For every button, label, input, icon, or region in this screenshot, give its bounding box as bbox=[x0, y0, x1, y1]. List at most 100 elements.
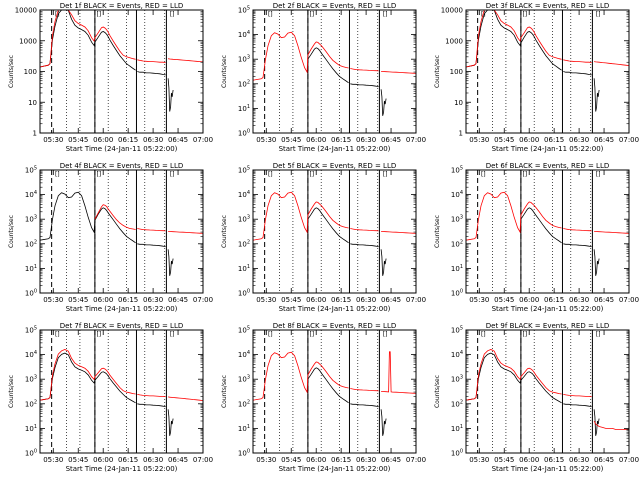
y-tick-label: 105 bbox=[238, 326, 250, 335]
y-tick-label: 105 bbox=[451, 166, 463, 175]
series-events-line bbox=[465, 9, 562, 71]
panel-title: Det 8f BLACK = Events, RED = LLD bbox=[273, 322, 396, 330]
interval-marker: [] bbox=[596, 11, 601, 18]
y-tick-label: 104 bbox=[238, 190, 250, 199]
x-tick-label: 07:00 bbox=[406, 296, 426, 304]
series-lld-line bbox=[594, 61, 630, 66]
series-lld-line bbox=[350, 388, 379, 392]
interval-marker: [] bbox=[481, 171, 486, 178]
x-tick-label: 05:45 bbox=[494, 296, 514, 304]
panel-det-2: [] [] [] 100 101 102 103 104 105 05:30 05:45 06:00 0… bbox=[221, 2, 426, 153]
series-lld-line bbox=[168, 231, 204, 234]
series-events-line bbox=[465, 352, 562, 404]
series-events-line bbox=[380, 249, 387, 276]
series-lld-line bbox=[39, 9, 136, 68]
plot-frame bbox=[465, 9, 630, 134]
x-tick-label: 07:00 bbox=[193, 136, 213, 144]
series-lld-line bbox=[594, 231, 630, 234]
x-tick-label: 06:15 bbox=[118, 456, 138, 464]
y-tick-label: 1000 bbox=[19, 37, 37, 45]
y-axis-label: Counts/sec bbox=[434, 55, 441, 88]
panel-title: Det 9f BLACK = Events, RED = LLD bbox=[486, 322, 609, 330]
series-lld-line bbox=[593, 420, 629, 430]
series-events-line bbox=[350, 243, 379, 247]
plot-frame bbox=[39, 9, 204, 134]
series-events-line bbox=[350, 403, 379, 407]
interval-marker: [] bbox=[97, 171, 102, 178]
y-tick-label: 104 bbox=[238, 350, 250, 359]
x-tick-label: 05:30 bbox=[43, 456, 63, 464]
x-axis-label: Start Time (24-Jan-11 05:22:00) bbox=[279, 305, 391, 313]
series-events-line bbox=[520, 207, 562, 244]
x-tick-label: 06:45 bbox=[594, 136, 614, 144]
x-tick-label: 05:30 bbox=[469, 296, 489, 304]
panel-title: Det 7f BLACK = Events, RED = LLD bbox=[60, 322, 183, 330]
y-tick-label: 1000 bbox=[445, 37, 463, 45]
x-tick-label: 05:45 bbox=[281, 136, 301, 144]
panel-title: Det 2f BLACK = Events, RED = LLD bbox=[273, 2, 396, 10]
x-tick-label: 06:30 bbox=[569, 456, 589, 464]
series-lld-line bbox=[252, 191, 349, 241]
x-tick-label: 05:30 bbox=[43, 296, 63, 304]
panel-det-7: [] [] [] 100 101 102 103 104 105 05:30 05:45 06:00 0… bbox=[8, 322, 213, 473]
series-events-line bbox=[593, 409, 600, 436]
y-tick-label: 102 bbox=[451, 239, 463, 248]
x-tick-label: 05:30 bbox=[43, 136, 63, 144]
y-tick-label: 10000 bbox=[15, 7, 37, 15]
x-tick-label: 06:30 bbox=[356, 296, 376, 304]
y-tick-label: 103 bbox=[451, 215, 463, 224]
series-lld-line bbox=[137, 394, 166, 398]
series-events-line bbox=[593, 249, 600, 276]
interval-marker: [] bbox=[383, 171, 388, 178]
x-tick-label: 06:00 bbox=[306, 456, 326, 464]
interval-marker: [] bbox=[170, 171, 175, 178]
y-tick-label: 100 bbox=[450, 68, 463, 76]
panel-det-9: [] [] [] 100 101 102 103 104 105 05:30 05:45 06:00 0… bbox=[434, 322, 639, 473]
series-lld-line bbox=[381, 71, 417, 74]
interval-marker: [] bbox=[310, 171, 315, 178]
interval-marker: [] bbox=[55, 331, 60, 338]
x-axis-label: Start Time (24-Jan-11 05:22:00) bbox=[279, 145, 391, 153]
series-lld-line bbox=[563, 228, 592, 232]
y-axis-label: Counts/sec bbox=[8, 55, 15, 88]
y-tick-label: 10 bbox=[28, 99, 37, 107]
plot-frame bbox=[39, 329, 204, 454]
panel-det-5: [] [] [] 100 101 102 103 104 105 05:30 05:45 06:00 0… bbox=[221, 162, 426, 313]
plot-frame bbox=[465, 169, 630, 294]
x-tick-label: 05:30 bbox=[256, 136, 276, 144]
panel-det-6: [] [] [] 100 101 102 103 104 105 05:30 05:45 06:00 0… bbox=[434, 162, 639, 313]
series-events-line bbox=[137, 71, 166, 76]
x-tick-label: 05:45 bbox=[68, 456, 88, 464]
x-tick-label: 06:15 bbox=[331, 136, 351, 144]
y-tick-label: 100 bbox=[238, 129, 250, 138]
x-tick-label: 07:00 bbox=[406, 456, 426, 464]
x-tick-label: 06:15 bbox=[544, 456, 564, 464]
interval-marker: [] bbox=[310, 331, 315, 338]
y-tick-label: 102 bbox=[25, 399, 37, 408]
x-tick-label: 06:15 bbox=[331, 456, 351, 464]
series-lld-line bbox=[168, 58, 204, 63]
y-axis-label: Counts/sec bbox=[221, 215, 228, 248]
x-tick-label: 05:30 bbox=[256, 296, 276, 304]
series-events-line bbox=[137, 403, 166, 407]
x-tick-label: 06:00 bbox=[306, 296, 326, 304]
x-tick-label: 06:45 bbox=[381, 136, 401, 144]
series-events-line bbox=[39, 352, 136, 404]
x-tick-label: 06:30 bbox=[143, 136, 163, 144]
y-tick-label: 104 bbox=[25, 190, 37, 199]
x-tick-label: 06:15 bbox=[118, 296, 138, 304]
interval-marker: [] bbox=[97, 331, 102, 338]
x-tick-label: 05:45 bbox=[281, 296, 301, 304]
x-tick-label: 06:15 bbox=[544, 136, 564, 144]
series-lld-line bbox=[381, 351, 417, 394]
x-tick-label: 07:00 bbox=[193, 456, 213, 464]
interval-marker: [] bbox=[523, 11, 528, 18]
series-lld-line bbox=[350, 228, 379, 232]
y-tick-label: 100 bbox=[25, 449, 37, 458]
series-lld-line bbox=[39, 349, 136, 401]
y-tick-label: 105 bbox=[238, 166, 250, 175]
series-lld-line bbox=[137, 59, 166, 63]
y-tick-label: 1 bbox=[459, 130, 463, 138]
